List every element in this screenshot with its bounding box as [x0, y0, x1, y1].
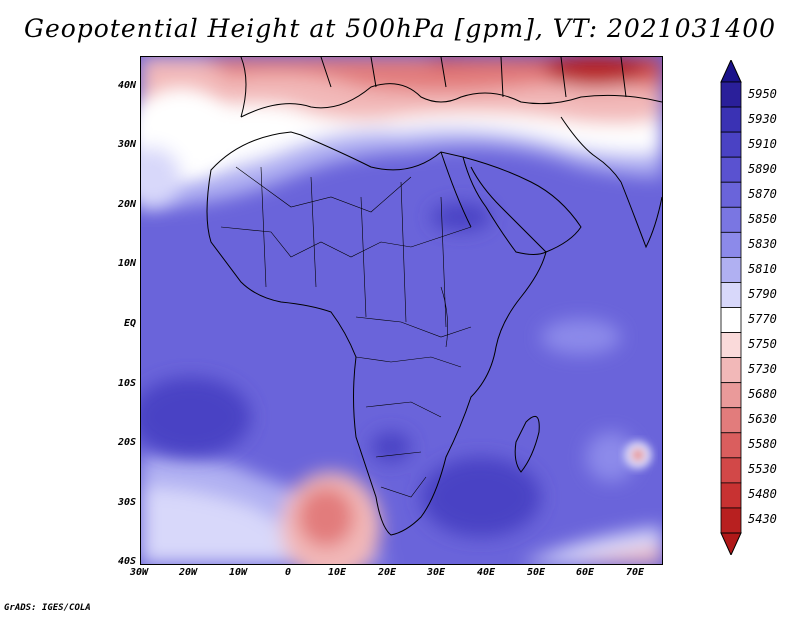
- colorbar-level-label: 5910: [748, 136, 777, 151]
- colorbar-level-label: 5810: [748, 261, 777, 276]
- lon-label-10e: 10E: [327, 567, 347, 578]
- lat-label-10s: 10S: [117, 378, 136, 389]
- lon-label-20w: 20W: [178, 567, 198, 578]
- colorbar-swatch-5950: [720, 81, 742, 108]
- northern-trough-bands: [141, 57, 662, 207]
- colorbar-level-label: 5890: [748, 161, 777, 176]
- colorbar-swatch-5830: [720, 231, 742, 258]
- colorbar-bottom-arrow: [720, 532, 742, 555]
- colorbar-swatch-5730: [720, 357, 742, 384]
- colorbar-swatch-5530: [720, 457, 742, 484]
- lon-label-60e: 60E: [575, 567, 595, 578]
- colorbar-level-label: 5480: [748, 487, 777, 502]
- colorbar-level-label: 5850: [748, 211, 777, 226]
- southern-trough: [141, 454, 662, 564]
- colorbar-level-label: 5770: [748, 312, 777, 327]
- colorbar-swatch-5890: [720, 156, 742, 183]
- colorbar-swatch-5850: [720, 206, 742, 233]
- lon-label-70e: 70E: [625, 567, 645, 578]
- lat-label-10n: 10N: [117, 258, 136, 269]
- lat-label-30n: 30N: [117, 139, 136, 150]
- cutoff-low: [624, 441, 652, 469]
- colorbar-swatch-5750: [720, 332, 742, 359]
- colorbar-swatch-5480: [720, 482, 742, 509]
- colorbar-swatch-5680: [720, 382, 742, 409]
- colorbar-level-label: 5630: [748, 412, 777, 427]
- colorbar-level-label: 5950: [748, 86, 777, 101]
- country-borders: [220, 166, 472, 498]
- lat-label-20n: 20N: [117, 199, 136, 210]
- colorbar-level-label: 5580: [748, 437, 777, 452]
- high-centers: [141, 203, 636, 537]
- colorbar-swatch-5810: [720, 256, 742, 283]
- colorbar-swatch-5930: [720, 106, 742, 133]
- height-field-map: [141, 57, 662, 564]
- credit-footer: GrADS: IGES/COLA: [4, 603, 91, 613]
- lon-label-50e: 50E: [526, 567, 546, 578]
- lon-label-10w: 10W: [228, 567, 248, 578]
- map-panel: [140, 56, 663, 565]
- lat-label-30s: 30S: [117, 497, 136, 508]
- colorbar-level-label: 5790: [748, 286, 777, 301]
- lon-label-30e: 30E: [426, 567, 446, 578]
- colorbar-swatch-5580: [720, 432, 742, 459]
- colorbar-level-label: 5870: [748, 186, 777, 201]
- lon-label-40e: 40E: [476, 567, 496, 578]
- coastlines: [206, 57, 662, 536]
- colorbar-level-label: 5530: [748, 462, 777, 477]
- colorbar-level-label: 5730: [748, 362, 777, 377]
- colorbar-level-label: 5830: [748, 236, 777, 251]
- lat-label-eq: EQ: [123, 318, 136, 329]
- colorbar-level-label: 5750: [748, 337, 777, 352]
- colorbar-top-arrow: [720, 60, 742, 83]
- lat-label-40s: 40S: [117, 556, 136, 567]
- colorbar-swatch-5910: [720, 131, 742, 158]
- colorbar-level-label: 5930: [748, 111, 777, 126]
- colorbar-swatch-5430: [720, 507, 742, 534]
- colorbar-level-label: 5430: [748, 512, 777, 527]
- lat-label-40n: 40N: [117, 80, 136, 91]
- lon-label-20e: 20E: [377, 567, 397, 578]
- colorbar-level-label: 5680: [748, 387, 777, 402]
- colorbar-swatch-5870: [720, 181, 742, 208]
- lon-label-30w: 30W: [129, 567, 149, 578]
- colorbar-swatch-5770: [720, 307, 742, 333]
- colorbar: [720, 60, 742, 555]
- colorbar-swatch-5790: [720, 282, 742, 308]
- northwest-ridge: [141, 87, 231, 207]
- lat-label-20s: 20S: [117, 437, 136, 448]
- lon-label-0: 0: [284, 567, 292, 578]
- map-title: Geopotential Height at 500hPa [gpm], VT:…: [23, 14, 777, 43]
- colorbar-swatch-5630: [720, 407, 742, 434]
